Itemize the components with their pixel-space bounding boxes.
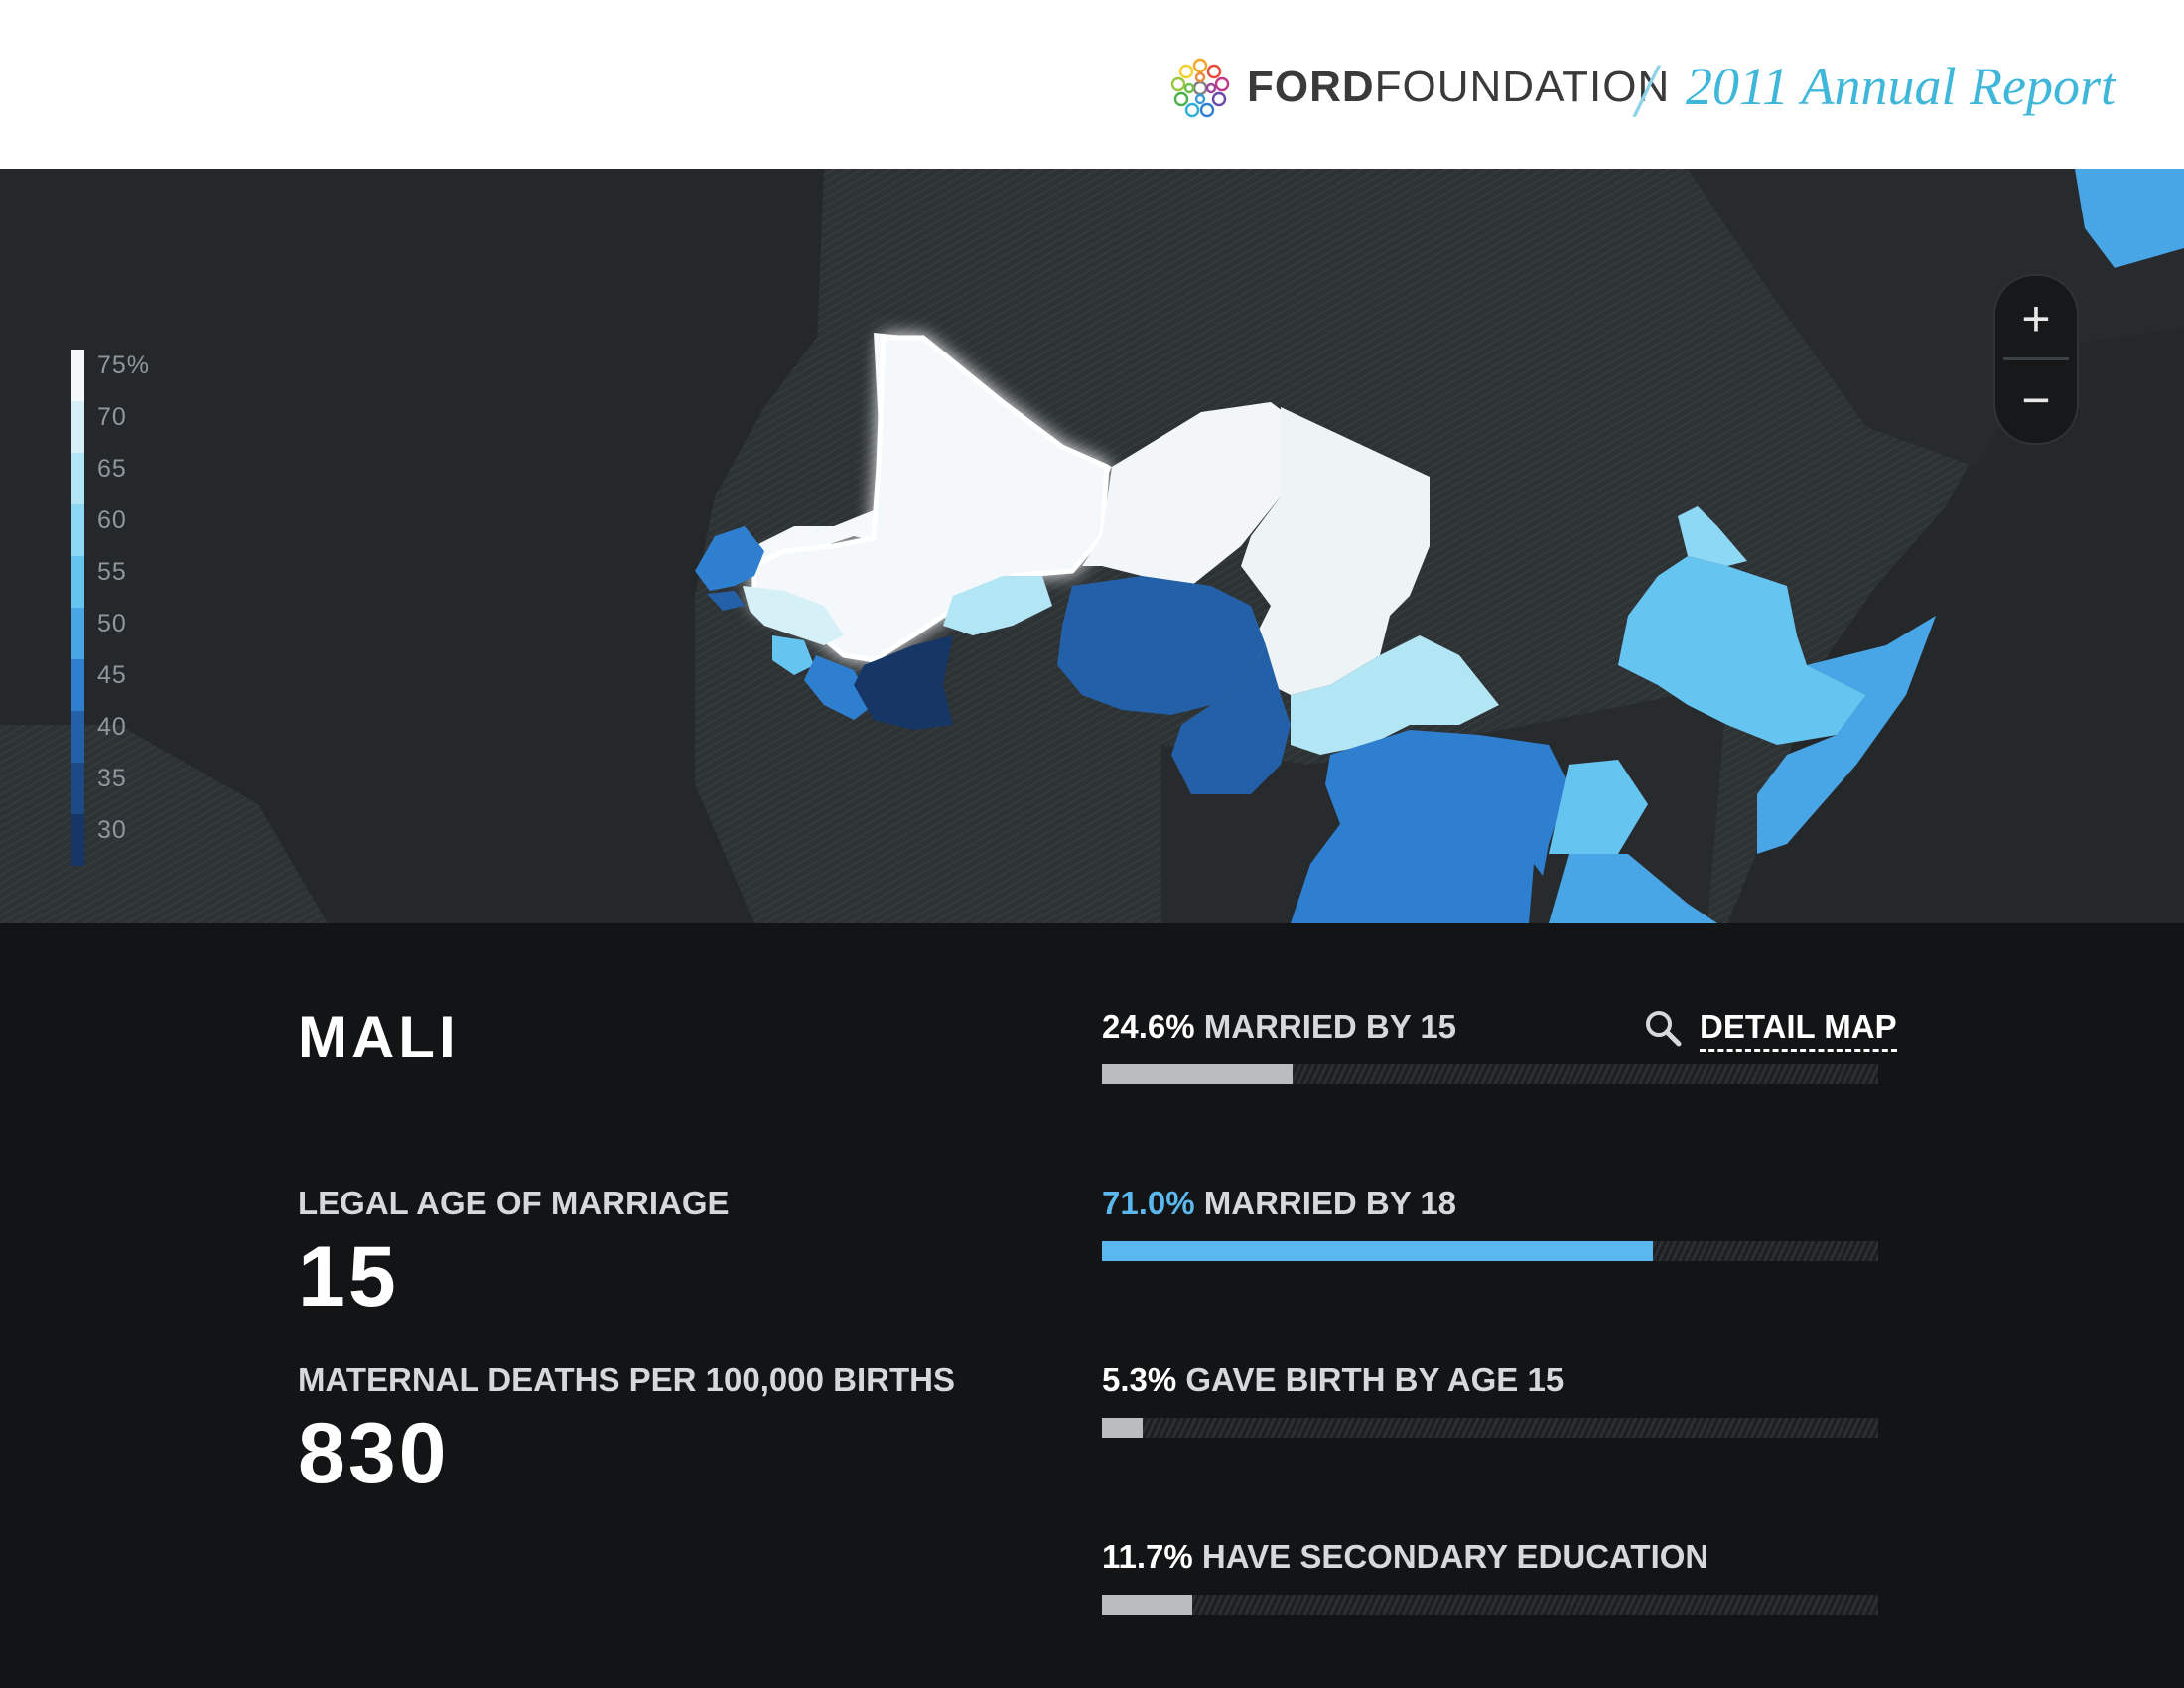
report-header: FORDFOUNDATION / 2011 Annual Report [0, 0, 2184, 169]
legend-swatch [71, 401, 84, 453]
report-title: 2011 Annual Report [1686, 57, 2116, 116]
legend-label: 60 [97, 506, 127, 534]
legend-swatch [71, 763, 84, 814]
zoom-control: + − [1993, 274, 2079, 445]
zoom-out-button[interactable]: − [2021, 372, 2051, 428]
legend-item: 60 [71, 504, 191, 556]
legend-item: 50 [71, 608, 191, 659]
stat-bar: 24.6% MARRIED BY 15 [1102, 1007, 1878, 1084]
land-arabia [1549, 169, 2184, 467]
country-yemen[interactable] [2075, 169, 2184, 268]
stat-bar-track [1102, 1418, 1878, 1438]
africa-choropleth-map[interactable]: 75% 70 65 60 55 50 45 40 35 30 + − [0, 169, 2184, 923]
country-cote-divoire[interactable] [854, 635, 953, 730]
map-legend: 75% 70 65 60 55 50 45 40 35 30 [71, 350, 191, 866]
country-eritrea[interactable] [1678, 506, 1747, 566]
legend-item: 75% [71, 350, 191, 401]
country-sierra-leone[interactable] [772, 635, 814, 675]
legend-label: 40 [97, 713, 127, 741]
legend-item: 30 [71, 814, 191, 866]
country-niger[interactable] [1082, 402, 1291, 586]
maternal-deaths-value: 830 [298, 1406, 450, 1501]
country-name: MALI [298, 1004, 460, 1070]
stat-bar-percent: 5.3% [1102, 1361, 1177, 1398]
legend-label: 45 [97, 661, 127, 689]
legend-swatch [71, 504, 84, 556]
stat-bar-text: MARRIED BY 15 [1194, 1008, 1457, 1045]
stat-bar-track [1102, 1241, 1878, 1261]
search-icon [1646, 1011, 1682, 1047]
country-cameroon[interactable] [1171, 645, 1291, 794]
detail-map-label[interactable]: DETAIL MAP [1700, 1007, 1897, 1052]
brand-word-ford: FORD [1247, 63, 1375, 111]
stat-bar: 71.0% MARRIED BY 18 [1102, 1184, 1878, 1261]
stat-bar-fill [1102, 1418, 1144, 1438]
stat-bar-text: MARRIED BY 18 [1194, 1185, 1457, 1221]
legend-label: 75% [97, 352, 151, 379]
legend-swatch [71, 711, 84, 763]
country-mali[interactable] [751, 335, 1110, 663]
country-guinea[interactable] [743, 586, 844, 645]
stat-bar: 11.7% HAVE SECONDARY EDUCATION [1102, 1537, 1878, 1615]
zoom-in-button[interactable]: + [2021, 291, 2051, 347]
legend-label: 30 [97, 816, 127, 844]
country-chad[interactable] [1241, 407, 1430, 695]
legend-swatch [71, 659, 84, 711]
stat-bar-text: HAVE SECONDARY EDUCATION [1192, 1538, 1709, 1575]
brand-word-foundation: FOUNDATION [1374, 63, 1671, 111]
stat-bar-track [1102, 1064, 1878, 1084]
stat-bar-label: 11.7% HAVE SECONDARY EDUCATION [1102, 1537, 1878, 1577]
legend-swatch [71, 814, 84, 866]
legend-item: 35 [71, 763, 191, 814]
stat-bar-percent: 11.7% [1102, 1538, 1193, 1575]
stat-bar-label: 24.6% MARRIED BY 15 [1102, 1007, 1878, 1047]
legend-swatch [71, 350, 84, 401]
stat-bar-fill [1102, 1064, 1294, 1084]
legend-swatch [71, 556, 84, 608]
country-ethiopia[interactable] [1618, 556, 1866, 745]
country-liberia[interactable] [804, 655, 874, 720]
stat-bar-fill [1102, 1595, 1193, 1615]
legend-item: 65 [71, 453, 191, 504]
zoom-divider [2003, 357, 2069, 360]
ford-foundation-logo-icon [1170, 58, 1230, 118]
brand-wordmark: FORDFOUNDATION [1247, 62, 1670, 113]
country-nigeria[interactable] [1057, 576, 1266, 715]
country-uganda[interactable] [1549, 760, 1648, 854]
map-canvas[interactable] [0, 169, 2184, 923]
stat-bar-text: GAVE BIRTH BY AGE 15 [1176, 1361, 1565, 1398]
maternal-deaths-label: MATERNAL DEATHS PER 100,000 BIRTHS [298, 1361, 955, 1398]
stat-bar: 5.3% GAVE BIRTH BY AGE 15 [1102, 1360, 1878, 1438]
country-guinea-bissau[interactable] [707, 591, 745, 611]
country-malawi[interactable] [1529, 864, 1549, 923]
legend-label: 50 [97, 610, 127, 637]
legend-swatch [71, 608, 84, 659]
legend-item: 40 [71, 711, 191, 763]
legal-age-value: 15 [298, 1229, 399, 1325]
legend-swatch [71, 453, 84, 504]
stat-bar-label: 71.0% MARRIED BY 18 [1102, 1184, 1878, 1223]
legend-label: 70 [97, 403, 127, 431]
country-info-panel: MALI LEGAL AGE OF MARRIAGE 15 MATERNAL D… [0, 923, 2184, 1688]
stat-bar-percent: 71.0% [1102, 1185, 1195, 1221]
stat-bar-track [1102, 1595, 1878, 1615]
country-tanzania[interactable] [1549, 854, 1717, 923]
country-somalia[interactable] [1757, 616, 1936, 854]
legend-item: 45 [71, 659, 191, 711]
legal-age-label: LEGAL AGE OF MARRIAGE [298, 1185, 730, 1221]
legend-label: 65 [97, 455, 127, 483]
stat-bar-percent: 24.6% [1102, 1008, 1195, 1045]
country-drc[interactable] [1291, 730, 1569, 923]
legend-item: 55 [71, 556, 191, 608]
country-burkina-faso[interactable] [943, 576, 1052, 635]
legend-label: 35 [97, 765, 127, 792]
stat-bar-fill [1102, 1241, 1654, 1261]
country-senegal[interactable] [695, 526, 764, 591]
legend-item: 70 [71, 401, 191, 453]
stat-bar-label: 5.3% GAVE BIRTH BY AGE 15 [1102, 1360, 1878, 1400]
legend-label: 55 [97, 558, 127, 586]
country-central-african-republic[interactable] [1291, 635, 1499, 755]
